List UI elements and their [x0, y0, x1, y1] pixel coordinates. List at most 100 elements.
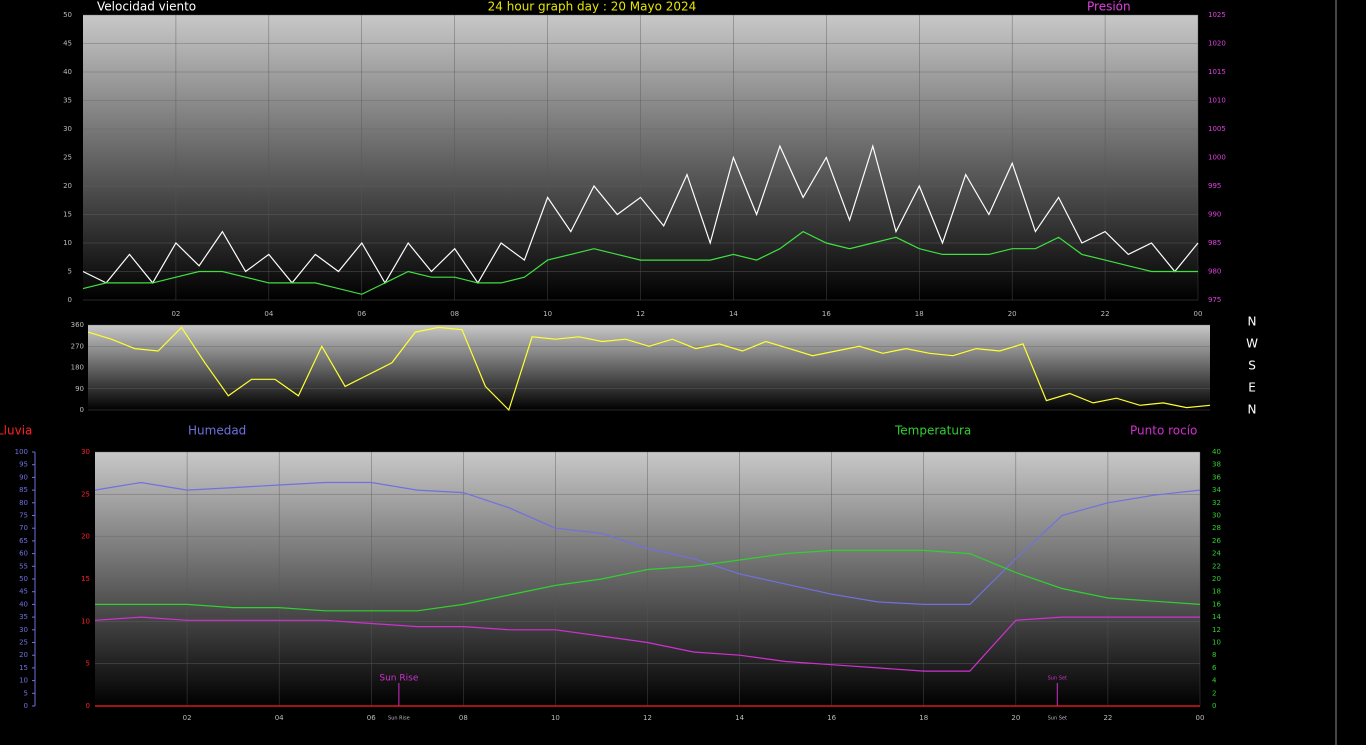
- legend-label: Velocidad viento: [97, 0, 196, 14]
- y-tick-label: 90: [19, 473, 28, 481]
- y-tick-label: 95: [19, 461, 28, 469]
- y-tick-label: 5: [68, 268, 72, 276]
- x-tick-label: 04: [264, 310, 273, 318]
- y-tick-label: 0: [1212, 702, 1216, 710]
- y-tick-label: 70: [19, 524, 28, 532]
- compass-label: W: [1246, 337, 1258, 351]
- y-tick-label: 22: [1212, 562, 1221, 570]
- y-tick-label: 1020: [1208, 40, 1226, 48]
- y-tick-label: 30: [19, 626, 28, 634]
- y-tick-label: 45: [63, 40, 72, 48]
- compass-label: S: [1248, 359, 1256, 373]
- y-tick-label: 28: [1212, 524, 1221, 532]
- y-tick-label: 180: [71, 364, 84, 372]
- y-tick-label: 0: [80, 406, 84, 414]
- y-tick-label: 4: [1212, 677, 1217, 685]
- x-tick-label: 08: [450, 310, 459, 318]
- x-tick-label: 18: [919, 714, 928, 722]
- y-tick-label: 60: [19, 550, 28, 558]
- y-tick-label: 85: [19, 486, 28, 494]
- x-tick-label: 16: [822, 310, 831, 318]
- y-tick-label: 15: [63, 211, 72, 219]
- y-tick-label: 20: [19, 651, 28, 659]
- y-tick-label: 80: [19, 499, 28, 507]
- x-tick-label: 22: [1103, 714, 1112, 722]
- y-tick-label: 30: [1212, 512, 1221, 520]
- y-tick-label: 35: [19, 613, 28, 621]
- y-tick-label: 980: [1208, 268, 1221, 276]
- series-line: [95, 549, 1201, 612]
- x-tick-label: 00: [1196, 714, 1205, 722]
- y-tick-label: 15: [19, 664, 28, 672]
- x-tick-label: 06: [367, 714, 376, 722]
- x-tick-label: 06: [357, 310, 366, 318]
- y-tick-label: 12: [1212, 626, 1221, 634]
- series-line: [94, 616, 1200, 672]
- x-tick-label: 16: [827, 714, 836, 722]
- y-tick-label: 38: [1212, 461, 1221, 469]
- y-tick-label: 30: [63, 125, 72, 133]
- y-tick-label: 15: [81, 575, 90, 583]
- x-tick-label: 10: [543, 310, 552, 318]
- y-tick-label: 90: [75, 385, 84, 393]
- y-tick-label: 990: [1208, 211, 1221, 219]
- y-tick-label: 55: [19, 562, 28, 570]
- series-line: [94, 481, 1201, 605]
- series-line: [87, 326, 1211, 412]
- y-tick-label: 20: [63, 182, 72, 190]
- annotation-axis-label: Sun Set: [1048, 716, 1067, 722]
- series-line: [82, 230, 1198, 295]
- y-tick-label: 20: [1212, 575, 1221, 583]
- x-tick-label: 12: [643, 714, 652, 722]
- x-tick-label: 18: [915, 310, 924, 318]
- compass-label: N: [1248, 403, 1257, 417]
- y-tick-label: 25: [81, 490, 90, 498]
- x-tick-label: 02: [183, 714, 192, 722]
- x-tick-label: 12: [636, 310, 645, 318]
- legend-label: Lluvia: [0, 424, 32, 438]
- y-tick-label: 1000: [1208, 154, 1226, 162]
- y-tick-label: 270: [71, 342, 84, 350]
- y-tick-label: 45: [19, 588, 28, 596]
- y-tick-label: 0: [68, 296, 72, 304]
- y-tick-label: 10: [81, 617, 90, 625]
- annotation-axis-label: Sun Rise: [388, 716, 410, 722]
- y-tick-label: 26: [1212, 537, 1221, 545]
- x-tick-label: 02: [171, 310, 180, 318]
- y-tick-label: 0: [86, 702, 90, 710]
- legend-label: Temperatura: [894, 424, 971, 438]
- y-tick-label: 20: [81, 533, 90, 541]
- y-tick-label: 985: [1208, 239, 1221, 247]
- y-tick-label: 75: [19, 512, 28, 520]
- x-tick-label: 00: [1194, 310, 1203, 318]
- y-tick-label: 1010: [1208, 97, 1226, 105]
- y-tick-label: 1015: [1208, 68, 1226, 76]
- x-tick-label: 04: [275, 714, 284, 722]
- y-tick-label: 34: [1212, 486, 1221, 494]
- y-tick-label: 36: [1212, 473, 1221, 481]
- y-tick-label: 25: [19, 639, 28, 647]
- y-tick-label: 0: [24, 702, 28, 710]
- x-tick-label: 08: [459, 714, 468, 722]
- y-tick-label: 975: [1208, 296, 1221, 304]
- x-tick-label: 20: [1011, 714, 1020, 722]
- y-tick-label: 40: [1212, 448, 1221, 456]
- y-tick-label: 1005: [1208, 125, 1226, 133]
- x-tick-label: 10: [551, 714, 560, 722]
- y-tick-label: 35: [63, 97, 72, 105]
- y-tick-label: 8: [1212, 651, 1216, 659]
- series-line: [82, 143, 1199, 285]
- y-tick-label: 10: [63, 239, 72, 247]
- y-tick-label: 360: [71, 321, 84, 329]
- y-tick-label: 50: [63, 11, 72, 19]
- legend-label: Presión: [1087, 0, 1131, 14]
- y-tick-label: 32: [1212, 499, 1221, 507]
- y-tick-label: 24: [1212, 550, 1221, 558]
- y-tick-label: 10: [19, 677, 28, 685]
- x-tick-label: 14: [729, 310, 738, 318]
- y-tick-label: 40: [63, 68, 72, 76]
- x-tick-label: 22: [1101, 310, 1110, 318]
- y-tick-label: 995: [1208, 182, 1221, 190]
